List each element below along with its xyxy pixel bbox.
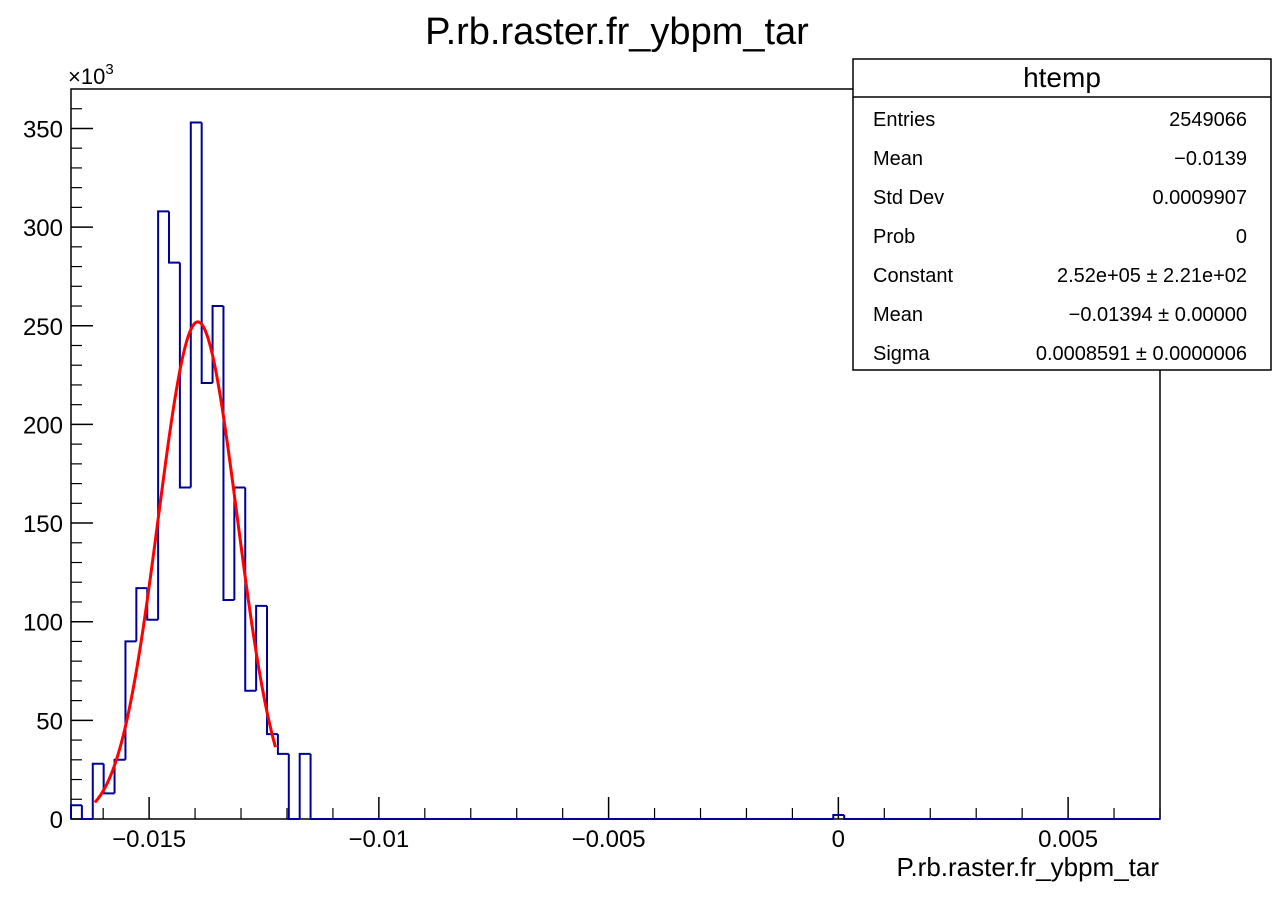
histogram-bin [266, 605, 278, 736]
x-tick-label: −0.005 [572, 826, 646, 853]
stats-box-title: htemp [1023, 62, 1101, 93]
stats-row-value: 0 [1236, 226, 1247, 248]
histogram-bin [200, 122, 213, 384]
x-axis-label: P.rb.raster.fr_ybpm_tar [896, 852, 1159, 882]
y-tick-label: 100 [23, 610, 63, 637]
histogram-bin [832, 814, 845, 819]
histogram-bin [168, 211, 180, 264]
stats-row-value: −0.0139 [1174, 148, 1247, 170]
gaussian-fit-line [93, 320, 277, 804]
stats-row-label: Entries [873, 109, 935, 131]
stats-row-label: Mean [873, 304, 923, 326]
y-tick-label: 200 [23, 412, 63, 439]
stats-row-value: 2.52e+05 ± 2.21e+02 [1057, 265, 1247, 287]
x-tick-label: −0.015 [112, 826, 186, 853]
stats-box: htemp Entries 2549066 Mean −0.0139 Std Dev 0.0… [852, 58, 1272, 371]
chart-title: P.rb.raster.fr_ybpm_tar [425, 11, 809, 53]
stats-box-frame [852, 58, 1272, 371]
y-tick-label: 300 [23, 215, 63, 242]
histogram-bin [211, 305, 224, 383]
histogram-bin [91, 762, 104, 819]
histogram-bin [287, 753, 300, 820]
y-tick-label: 350 [23, 116, 63, 143]
histogram-bin [189, 121, 202, 488]
histogram-bin [255, 604, 268, 691]
histogram-bin [298, 752, 311, 819]
y-tick-label: 150 [23, 511, 63, 538]
histogram-bin [178, 262, 191, 489]
histogram-bin [70, 804, 82, 819]
histogram-bin [113, 758, 126, 794]
histogram-bin [80, 805, 93, 820]
x-axis: −0.015 −0.01 −0.005 0 0.005 [102, 797, 1161, 853]
x-tick-label: −0.01 [348, 826, 409, 853]
histogram-bin [157, 210, 170, 620]
histogram-bin [276, 734, 289, 755]
histogram-bin [135, 587, 148, 642]
y-tick-label: 250 [23, 314, 63, 341]
y-multiplier-label: ×103 [68, 61, 114, 89]
histogram-bin [244, 487, 257, 692]
histogram-bin [102, 763, 115, 795]
histogram-bin [843, 815, 856, 820]
x-tick-label: 0.005 [1038, 826, 1098, 853]
stats-row-value: 2549066 [1169, 109, 1247, 131]
stats-row-label: Prob [873, 226, 915, 248]
stats-row-label: Constant [873, 265, 953, 287]
histogram-bin [309, 753, 322, 820]
y-tick-label: 50 [36, 708, 63, 735]
histogram-series [70, 121, 1160, 820]
stats-row-label: Std Dev [873, 187, 944, 209]
gaussian-fit-series [93, 320, 277, 804]
x-tick-label: 0 [832, 826, 845, 853]
histogram-bin [222, 306, 235, 601]
y-multiplier-base: ×10 [68, 64, 105, 89]
stats-row-value: 0.0009907 [1152, 187, 1247, 209]
stats-row-label: Mean [873, 148, 923, 170]
y-multiplier-exponent: 3 [105, 61, 113, 78]
y-tick-label: 0 [50, 807, 63, 834]
stats-row-value: −0.01394 ± 0.00000 [1069, 304, 1247, 326]
stats-row-label: Sigma [873, 343, 931, 365]
stats-row-value: 0.0008591 ± 0.0000006 [1036, 343, 1247, 365]
y-axis: 0 50 100 150 200 250 300 350 [23, 108, 93, 834]
